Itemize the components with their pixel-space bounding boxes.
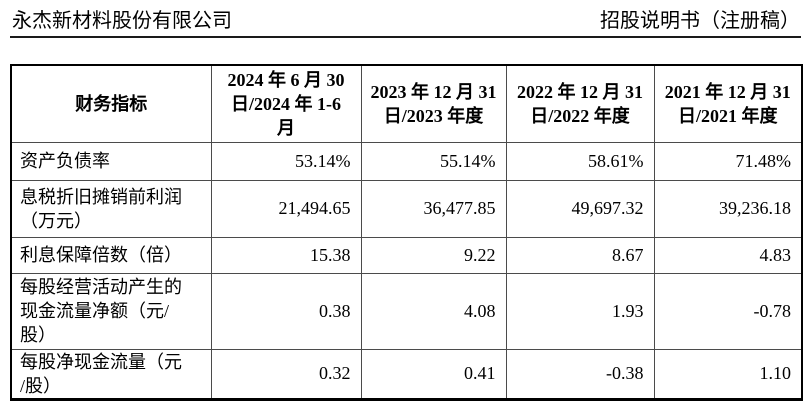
column-header-2024h1: 2024 年 6 月 30 日/2024 年 1-6 月 bbox=[210, 64, 362, 143]
financial-indicators-table: 财务指标 2024 年 6 月 30 日/2024 年 1-6 月 2023 年… bbox=[10, 64, 803, 401]
value-cell: 55.14% bbox=[360, 141, 507, 181]
value-cell: 49,697.32 bbox=[505, 179, 655, 238]
company-name: 永杰新材料股份有限公司 bbox=[12, 10, 232, 32]
row-label: 资产负债率 bbox=[10, 141, 212, 181]
value-cell: -0.38 bbox=[505, 348, 655, 401]
document-title: 招股说明书（注册稿） bbox=[600, 10, 800, 32]
value-cell: 71.48% bbox=[653, 141, 803, 181]
value-cell: 4.08 bbox=[360, 272, 507, 350]
row-label: 息税折旧摊销前利润 （万元） bbox=[10, 179, 212, 238]
row-label: 利息保障倍数（倍） bbox=[10, 236, 212, 274]
value-cell: 36,477.85 bbox=[360, 179, 507, 238]
value-cell: 0.38 bbox=[210, 272, 362, 350]
column-header-2023: 2023 年 12 月 31 日/2023 年度 bbox=[360, 64, 507, 143]
value-cell: 8.67 bbox=[505, 236, 655, 274]
header-divider bbox=[10, 36, 801, 38]
column-header-indicator: 财务指标 bbox=[10, 64, 212, 143]
value-cell: 58.61% bbox=[505, 141, 655, 181]
row-label: 每股经营活动产生的 现金流量净额（元/ 股） bbox=[10, 272, 212, 350]
table-row-debt-ratio: 资产负债率 53.14% 55.14% 58.61% 71.48% bbox=[10, 141, 803, 181]
table-row-interest-coverage: 利息保障倍数（倍） 15.38 9.22 8.67 4.83 bbox=[10, 236, 803, 274]
table-header-row: 财务指标 2024 年 6 月 30 日/2024 年 1-6 月 2023 年… bbox=[10, 64, 803, 143]
column-header-2022: 2022 年 12 月 31 日/2022 年度 bbox=[505, 64, 655, 143]
value-cell: 39,236.18 bbox=[653, 179, 803, 238]
value-cell: 15.38 bbox=[210, 236, 362, 274]
table-row-operating-cashflow-per-share: 每股经营活动产生的 现金流量净额（元/ 股） 0.38 4.08 1.93 -0… bbox=[10, 272, 803, 350]
value-cell: 1.93 bbox=[505, 272, 655, 350]
value-cell: 21,494.65 bbox=[210, 179, 362, 238]
table-row-net-cashflow-per-share: 每股净现金流量（元 /股） 0.32 0.41 -0.38 1.10 bbox=[10, 348, 803, 401]
value-cell: -0.78 bbox=[653, 272, 803, 350]
row-label: 每股净现金流量（元 /股） bbox=[10, 348, 212, 401]
table-row-ebitda: 息税折旧摊销前利润 （万元） 21,494.65 36,477.85 49,69… bbox=[10, 179, 803, 238]
value-cell: 9.22 bbox=[360, 236, 507, 274]
value-cell: 1.10 bbox=[653, 348, 803, 401]
value-cell: 4.83 bbox=[653, 236, 803, 274]
value-cell: 0.41 bbox=[360, 348, 507, 401]
page-header: 永杰新材料股份有限公司 招股说明书（注册稿） bbox=[0, 0, 812, 33]
column-header-2021: 2021 年 12 月 31 日/2021 年度 bbox=[653, 64, 803, 143]
value-cell: 53.14% bbox=[210, 141, 362, 181]
value-cell: 0.32 bbox=[210, 348, 362, 401]
